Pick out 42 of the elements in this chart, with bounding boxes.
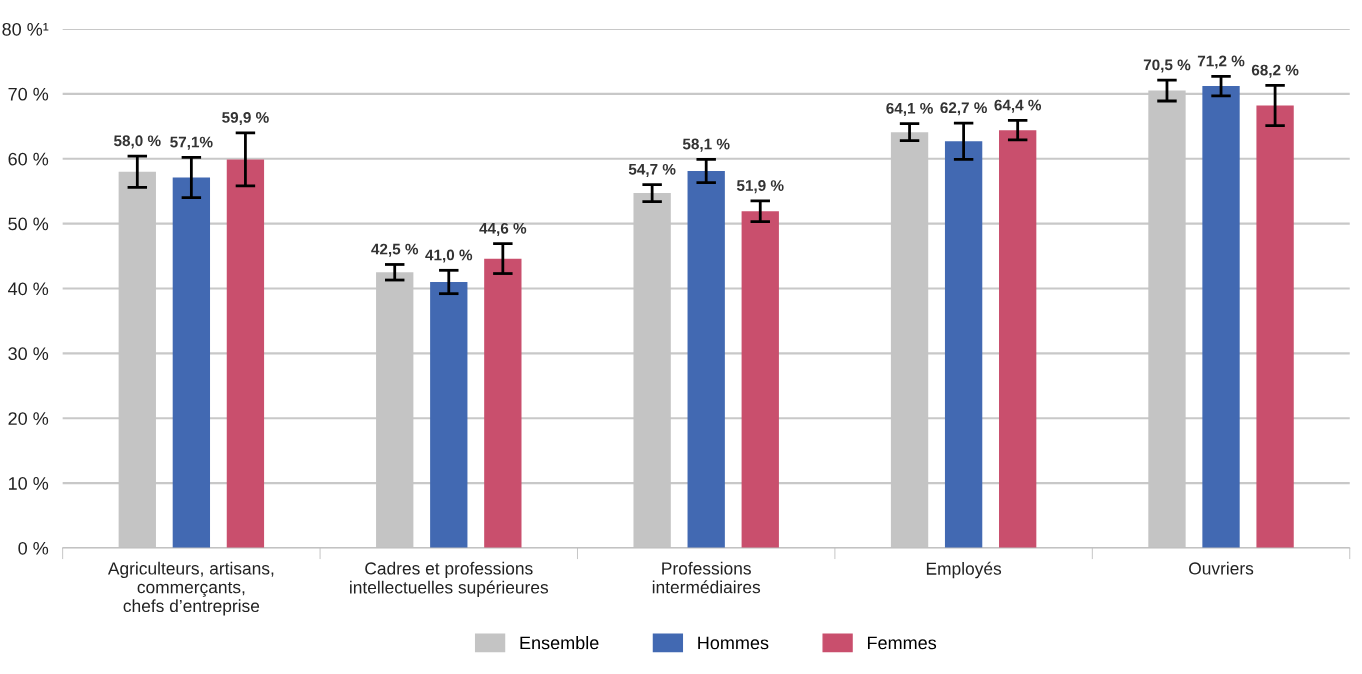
data-label: 44,6 % xyxy=(479,222,527,236)
y-tick-label: 40 % xyxy=(8,282,49,296)
bar xyxy=(226,159,265,548)
y-tick-label: 70 % xyxy=(8,87,49,101)
y-tick-label: 50 % xyxy=(8,217,49,231)
x-tick-label: Cadres et professions intellectuelles supérieures xyxy=(350,561,549,597)
data-label: 64,4 % xyxy=(994,99,1042,113)
x-tick-label: Ouvriers xyxy=(1189,561,1254,575)
bar xyxy=(944,141,983,548)
y-tick-label: 10 % xyxy=(8,477,49,490)
bar xyxy=(1202,86,1240,548)
legend-label: Ensemble xyxy=(520,636,599,650)
data-label: 70,5 % xyxy=(1143,59,1191,73)
data-label: 57,1% xyxy=(170,136,213,150)
data-label: 41,0 % xyxy=(425,249,473,263)
y-tick-label: 80 %¹ xyxy=(2,22,49,36)
bar xyxy=(1256,105,1294,548)
data-label: 68,2 % xyxy=(1251,64,1299,78)
y-tick-label: 30 % xyxy=(8,347,49,361)
data-label: 51,9 % xyxy=(736,180,784,194)
bar xyxy=(741,211,779,548)
x-tick-label: Employés xyxy=(926,561,1002,579)
data-label: 59,9 % xyxy=(222,112,269,126)
legend-label: Femmes xyxy=(867,636,937,650)
bar xyxy=(172,177,211,548)
data-label: 54,7 % xyxy=(628,163,676,177)
bar xyxy=(999,130,1037,548)
legend-label: Hommes xyxy=(698,636,769,650)
y-tick-label: 60 % xyxy=(8,152,49,166)
bar xyxy=(687,171,725,548)
data-label: 58,1 % xyxy=(682,138,730,152)
data-label: 64,1 % xyxy=(886,102,933,116)
data-label: 62,7 % xyxy=(940,102,987,116)
bar xyxy=(430,281,468,548)
bar xyxy=(484,258,522,548)
x-tick-label: Agriculteurs, artisans, commerçants, chefs d’entreprise xyxy=(107,561,274,616)
y-tick-label: 0 % xyxy=(18,541,49,555)
data-label: 42,5 % xyxy=(371,243,419,257)
x-tick-label: Professions intermédiaires xyxy=(652,561,761,594)
data-label: 58,0 % xyxy=(113,135,161,149)
y-tick-label: 20 % xyxy=(8,412,49,425)
data-label: 71,2 % xyxy=(1197,55,1245,69)
